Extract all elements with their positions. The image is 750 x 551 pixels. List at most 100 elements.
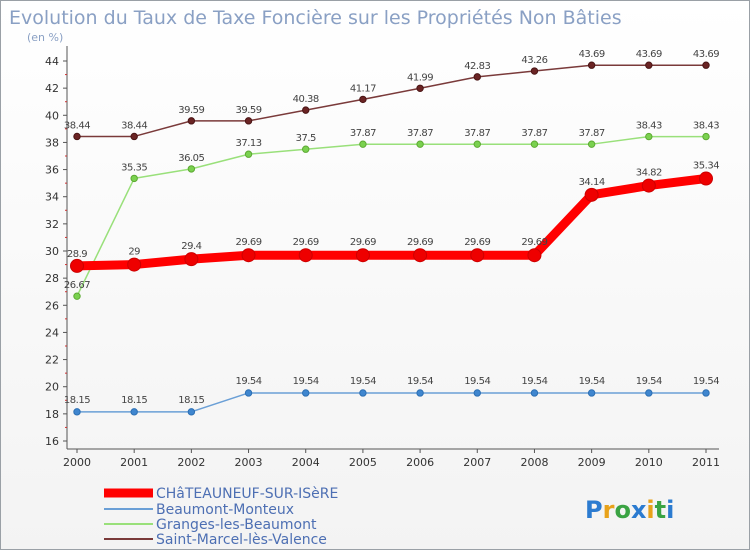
logo-letter: i [666, 496, 674, 524]
logo-letter: x [631, 496, 647, 524]
y-tick-label: 24 [45, 326, 59, 339]
data-label-ch-teauneuf-sur-is-re: 29.69 [350, 237, 376, 248]
data-label-ch-teauneuf-sur-is-re: 28.9 [67, 249, 87, 260]
chart-title: Evolution du Taux de Taxe Foncière sur l… [9, 7, 622, 29]
data-point-beaumont-monteux [530, 389, 539, 397]
y-tick-label: 34 [45, 191, 59, 204]
chart-subtitle: (en %) [27, 31, 63, 44]
data-point-ch-teauneuf-sur-is-re [241, 248, 256, 263]
data-label-saint-marcel-l-s-valence: 42.83 [464, 61, 490, 72]
data-point-granges-les-beaumont [187, 165, 196, 173]
y-tick-label: 18 [45, 408, 59, 421]
x-tick-label: 2002 [177, 456, 205, 469]
data-point-beaumont-monteux [587, 389, 596, 397]
data-label-granges-les-beaumont: 37.13 [235, 138, 261, 149]
data-point-beaumont-monteux [73, 408, 81, 416]
data-point-saint-marcel-l-s-valence [416, 84, 424, 92]
data-label-ch-teauneuf-sur-is-re: 29.69 [464, 237, 490, 248]
data-label-granges-les-beaumont: 37.87 [464, 128, 490, 139]
series-line-beaumont-monteux [76, 392, 707, 413]
series-layer [70, 61, 713, 416]
data-point-granges-les-beaumont [244, 150, 253, 158]
data-label-beaumont-monteux: 19.54 [693, 376, 719, 387]
data-point-saint-marcel-l-s-valence [359, 95, 367, 104]
data-label-granges-les-beaumont: 37.87 [521, 128, 547, 139]
data-point-saint-marcel-l-s-valence [73, 132, 81, 141]
data-label-ch-teauneuf-sur-is-re: 29 [128, 247, 140, 258]
x-tick-label: 2009 [578, 456, 606, 469]
x-tick-label: 2008 [520, 456, 548, 469]
data-point-beaumont-monteux [645, 389, 653, 397]
data-label-granges-les-beaumont: 26.67 [64, 280, 90, 291]
y-tick-label: 38 [45, 136, 59, 149]
x-tick-label: 2005 [349, 456, 377, 469]
x-tick-label: 2000 [63, 456, 91, 469]
data-label-granges-les-beaumont: 38.43 [636, 121, 662, 132]
data-label-ch-teauneuf-sur-is-re: 29.4 [181, 241, 201, 252]
data-point-granges-les-beaumont [73, 292, 81, 300]
data-point-saint-marcel-l-s-valence [244, 117, 253, 125]
data-label-beaumont-monteux: 19.54 [464, 376, 490, 387]
data-label-ch-teauneuf-sur-is-re: 29.69 [407, 237, 433, 248]
data-label-saint-marcel-l-s-valence: 43.69 [693, 49, 719, 60]
data-point-saint-marcel-l-s-valence [530, 67, 539, 75]
data-point-beaumont-monteux [187, 408, 196, 416]
data-point-granges-les-beaumont [359, 140, 367, 148]
y-tick-label: 44 [45, 55, 59, 68]
series-line-granges-les-beaumont [76, 135, 707, 297]
x-tick-label: 2010 [635, 456, 663, 469]
data-label-saint-marcel-l-s-valence: 40.38 [293, 94, 319, 105]
data-point-beaumont-monteux [244, 389, 253, 397]
y-tick-label: 40 [45, 109, 59, 122]
data-point-beaumont-monteux [302, 389, 310, 397]
data-point-saint-marcel-l-s-valence [473, 73, 481, 81]
data-label-saint-marcel-l-s-valence: 43.69 [636, 49, 662, 60]
data-label-beaumont-monteux: 18.15 [64, 395, 90, 406]
legend-label-saint-marcel-l-s-valence: Saint-Marcel-lès-Valence [156, 532, 327, 548]
series-line-saint-marcel-l-s-valence [76, 64, 707, 138]
legend-label-granges-les-beaumont: Granges-les-Beaumont [156, 517, 317, 533]
data-label-saint-marcel-l-s-valence: 38.44 [121, 120, 147, 131]
data-label-granges-les-beaumont: 38.43 [693, 121, 719, 132]
x-tick-label: 2007 [463, 456, 491, 469]
logo-text: Proxiti [585, 496, 674, 524]
data-point-granges-les-beaumont [473, 140, 481, 148]
data-point-saint-marcel-l-s-valence [702, 61, 710, 69]
data-point-ch-teauneuf-sur-is-re [298, 248, 313, 263]
data-point-ch-teauneuf-sur-is-re [184, 252, 199, 267]
logo-letter: P [585, 496, 603, 524]
y-tick-label: 28 [45, 272, 59, 285]
x-tick-label: 2006 [406, 456, 434, 469]
data-label-ch-teauneuf-sur-is-re: 29.69 [235, 237, 261, 248]
data-point-ch-teauneuf-sur-is-re [527, 248, 542, 263]
logo-letter: t [655, 496, 666, 524]
data-label-beaumont-monteux: 19.54 [293, 376, 319, 387]
data-label-ch-teauneuf-sur-is-re: 34.14 [579, 177, 605, 188]
data-label-saint-marcel-l-s-valence: 41.17 [350, 83, 376, 94]
data-label-beaumont-monteux: 19.54 [521, 376, 547, 387]
data-label-beaumont-monteux: 19.54 [235, 376, 261, 387]
series-line-ch-teauneuf-sur-is-re [72, 174, 711, 271]
data-point-ch-teauneuf-sur-is-re [641, 178, 656, 193]
data-point-granges-les-beaumont [645, 132, 653, 141]
data-point-ch-teauneuf-sur-is-re [413, 248, 428, 263]
y-tick-label: 16 [45, 435, 59, 448]
data-point-ch-teauneuf-sur-is-re [127, 257, 142, 272]
data-point-beaumont-monteux [473, 389, 481, 397]
data-point-ch-teauneuf-sur-is-re [699, 171, 713, 186]
data-label-granges-les-beaumont: 37.87 [407, 128, 433, 139]
data-label-granges-les-beaumont: 37.87 [579, 128, 605, 139]
data-point-ch-teauneuf-sur-is-re [470, 248, 485, 263]
x-tick-label: 2004 [292, 456, 320, 469]
data-point-beaumont-monteux [702, 389, 710, 397]
data-label-saint-marcel-l-s-valence: 39.59 [178, 105, 204, 116]
data-label-ch-teauneuf-sur-is-re: 34.82 [636, 168, 662, 179]
data-label-beaumont-monteux: 18.15 [178, 395, 204, 406]
data-label-beaumont-monteux: 18.15 [121, 395, 147, 406]
proxiti-logo: Proxiti [585, 496, 674, 524]
logo-letter: i [646, 496, 654, 524]
y-tick-label: 26 [45, 299, 59, 312]
data-label-saint-marcel-l-s-valence: 41.99 [407, 72, 433, 83]
data-label-saint-marcel-l-s-valence: 43.69 [579, 49, 605, 60]
